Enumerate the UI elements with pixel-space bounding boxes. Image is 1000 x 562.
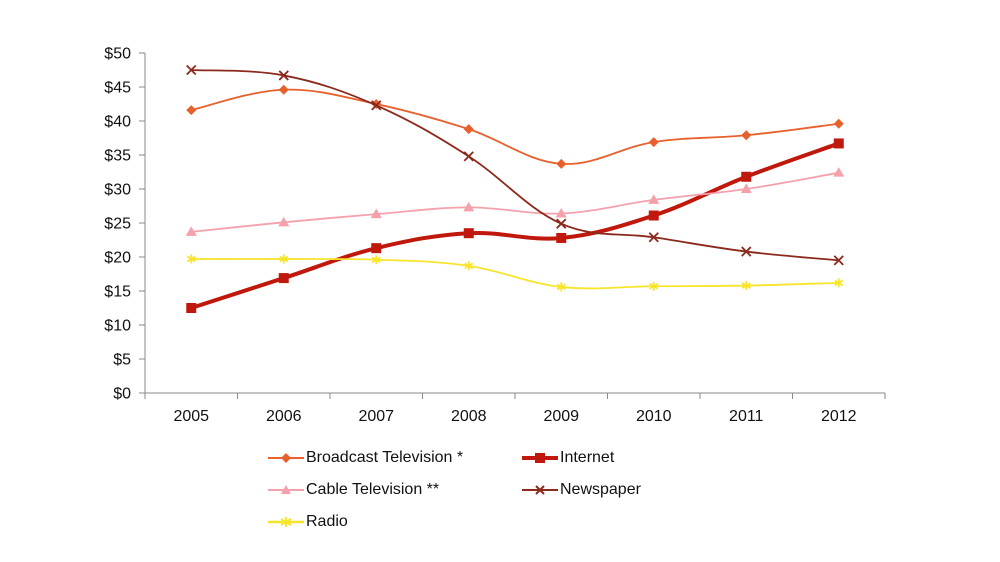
data-point — [740, 183, 752, 193]
legend-item-cable-television: Cable Television ** — [268, 478, 439, 502]
series-lines — [185, 64, 845, 313]
y-tick-label: $15 — [104, 284, 131, 301]
series-cable-television — [185, 167, 845, 236]
data-point — [371, 243, 382, 254]
data-point — [833, 167, 845, 177]
legend-label: Radio — [306, 513, 348, 530]
data-point — [556, 232, 567, 243]
legend-label: Cable Television ** — [306, 481, 440, 498]
data-point — [648, 194, 660, 204]
x-tick-label: 2007 — [358, 408, 394, 425]
data-point — [370, 208, 382, 219]
data-point — [371, 100, 382, 111]
y-tick-label: $50 — [104, 46, 131, 63]
y-tick-label: $40 — [104, 114, 131, 131]
chart-axes — [144, 53, 885, 394]
legend-label: Broadcast Television * — [306, 449, 464, 466]
series-line — [191, 69, 839, 262]
series-line — [191, 88, 839, 165]
y-tick-label: $20 — [104, 250, 131, 267]
legend-item-newspaper: Newspaper — [522, 478, 641, 502]
data-point — [834, 278, 844, 288]
series-broadcast-television — [186, 84, 844, 169]
data-point — [464, 261, 474, 271]
x-tick-label: 2010 — [636, 408, 672, 425]
legend-swatch-broadcast-television — [268, 453, 304, 463]
data-point — [463, 124, 474, 135]
data-point — [741, 171, 752, 182]
data-point — [648, 232, 659, 243]
chart-legend: Broadcast Television * Internet Cable Te… — [268, 446, 688, 546]
data-point — [833, 255, 844, 266]
data-point — [556, 218, 567, 229]
series-internet — [186, 138, 844, 313]
data-point — [463, 228, 474, 239]
legend-item-internet: Internet — [522, 446, 614, 470]
data-point — [185, 226, 197, 236]
x-axis-ticks: 2005 2006 2007 2008 2009 2010 2011 2012 — [144, 393, 886, 425]
series-line — [190, 141, 840, 310]
series-radio — [186, 254, 844, 292]
x-tick-label: 2005 — [173, 408, 209, 425]
legend-swatch-internet — [522, 453, 558, 463]
legend-swatch-cable-television — [268, 485, 304, 494]
data-point — [278, 216, 290, 227]
x-tick-label: 2006 — [266, 408, 302, 425]
series-line — [191, 171, 839, 233]
data-point — [741, 130, 752, 141]
data-point — [648, 210, 659, 221]
data-point — [278, 84, 289, 95]
series-line — [191, 258, 839, 290]
y-tick-label: $45 — [104, 80, 131, 97]
data-point — [741, 246, 752, 257]
y-tick-label: $0 — [113, 386, 131, 403]
x-tick-label: 2012 — [821, 408, 857, 425]
data-point — [648, 137, 659, 148]
data-point — [649, 281, 659, 291]
legend-item-broadcast-television: Broadcast Television * — [268, 446, 463, 470]
data-point — [556, 158, 567, 169]
data-point — [278, 273, 289, 284]
legend-label: Newspaper — [560, 481, 641, 498]
data-point — [555, 207, 567, 218]
x-tick-label: 2009 — [543, 408, 579, 425]
data-point — [186, 64, 197, 76]
data-point — [186, 254, 196, 264]
y-tick-label: $30 — [104, 182, 131, 199]
x-tick-label: 2008 — [451, 408, 487, 425]
legend-swatch-radio — [268, 517, 304, 527]
legend-swatch-newspaper — [522, 485, 558, 495]
data-point — [371, 255, 381, 265]
data-point — [278, 70, 289, 81]
data-point — [463, 201, 475, 212]
y-axis-ticks: $0 $5 $10 $15 $20 $25 $30 $35 $40 $45 $50 — [104, 46, 145, 403]
y-tick-label: $35 — [104, 148, 131, 165]
data-point — [186, 105, 197, 116]
y-tick-label: $25 — [104, 216, 131, 233]
x-tick-label: 2011 — [729, 408, 764, 425]
y-tick-label: $10 — [104, 318, 131, 335]
data-point — [833, 118, 844, 129]
y-tick-label: $5 — [113, 352, 131, 369]
data-point — [463, 151, 474, 162]
legend-label: Internet — [560, 449, 615, 466]
data-point — [833, 138, 844, 149]
series-newspaper — [186, 64, 844, 266]
legend-item-radio: Radio — [268, 510, 348, 534]
data-point — [279, 254, 289, 264]
data-point — [556, 282, 566, 292]
data-point — [741, 281, 751, 291]
data-point — [186, 303, 197, 313]
